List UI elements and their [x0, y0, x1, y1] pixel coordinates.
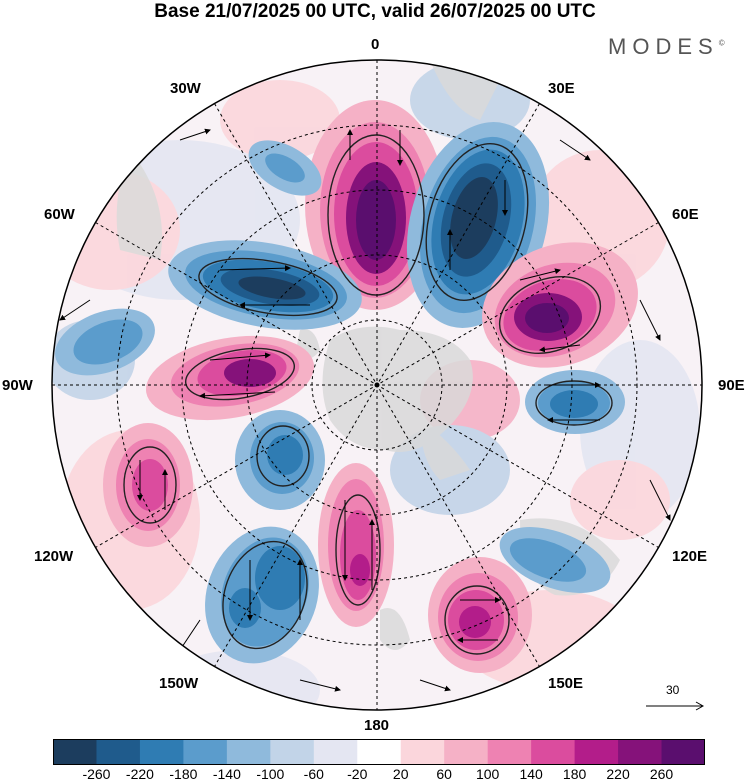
- colorbar-bin: [270, 739, 315, 765]
- colorbar-bin: [487, 739, 532, 765]
- colorbar-bin: [531, 739, 576, 765]
- colorbar-bin: [183, 739, 228, 765]
- lon-label-60w: 60W: [44, 206, 75, 223]
- colorbar-tick-label: -260: [82, 766, 111, 782]
- colorbar-bin: [313, 739, 358, 765]
- lon-label-90e: 90E: [718, 377, 745, 394]
- colorbar-tick-label: 140: [519, 766, 543, 782]
- map-title: Base 21/07/2025 00 UTC, valid 26/07/2025…: [154, 1, 596, 22]
- lon-label-60e: 60E: [672, 206, 699, 223]
- colorbar-bin: [444, 739, 489, 765]
- colorbar-tick-label: 180: [562, 766, 587, 782]
- contour-lines: [123, 134, 613, 655]
- wind-vectors: [59, 128, 671, 692]
- negative-anomaly-140w: [235, 410, 325, 510]
- colorbar: [53, 739, 705, 765]
- colorbar-tick-label: -140: [212, 766, 241, 782]
- lon-label-30w: 30W: [170, 80, 201, 97]
- lon-label-120w: 120W: [34, 548, 74, 565]
- lon-label-120e: 120E: [672, 548, 708, 565]
- colorbar-bin: [400, 739, 445, 765]
- lon-label-150e: 150E: [548, 675, 584, 692]
- colorbar-tick-label: -100: [256, 766, 285, 782]
- negative-anomaly-50w: [168, 240, 362, 330]
- positive-anomaly-60e: [482, 242, 638, 368]
- colorbar-tick-label: 260: [649, 766, 674, 782]
- lon-label-150w: 150W: [159, 675, 199, 692]
- colorbar-border: [53, 739, 705, 765]
- lon-label-90w: 90W: [2, 377, 33, 394]
- colorbar-tick-label: -20: [347, 766, 368, 782]
- positive-anomaly-120w: [103, 423, 193, 547]
- lon-label-180: 180: [364, 717, 390, 734]
- colorbar-tick-label: -180: [169, 766, 198, 782]
- lon-label-0: 0: [371, 36, 380, 53]
- map-boundary: [51, 59, 703, 711]
- reference-vector-arrow: [646, 701, 705, 711]
- colorbar-bin: [96, 739, 141, 765]
- lon-label-30e: 30E: [548, 80, 575, 97]
- colorbar-bin: [226, 739, 271, 765]
- colorbar-bin: [618, 739, 663, 765]
- colorbar-bin: [574, 739, 619, 765]
- colorbar-tick-label: 220: [606, 766, 630, 782]
- positive-anomaly-150e: [428, 557, 532, 673]
- negative-anomaly-30w: [248, 140, 322, 196]
- colorbar-tick-label: -220: [125, 766, 154, 782]
- positive-anomaly-180: [318, 463, 394, 627]
- negative-anomaly-95w: [55, 308, 155, 376]
- colorbar-tick-label: -60: [303, 766, 324, 782]
- colorbar-bin: [661, 739, 705, 765]
- modes-logo: MODES©: [608, 34, 725, 59]
- colorbar-tick-label: 100: [475, 766, 500, 782]
- pole-marker: [374, 382, 380, 388]
- colorbar-bin: [357, 739, 402, 765]
- colorbar-tick-label: 60: [436, 766, 452, 782]
- colorbar-bin: [53, 739, 97, 765]
- reference-vector-label: 30: [666, 683, 680, 697]
- colorbar-bin: [139, 739, 184, 765]
- colorbar-tick-label: 20: [392, 766, 409, 782]
